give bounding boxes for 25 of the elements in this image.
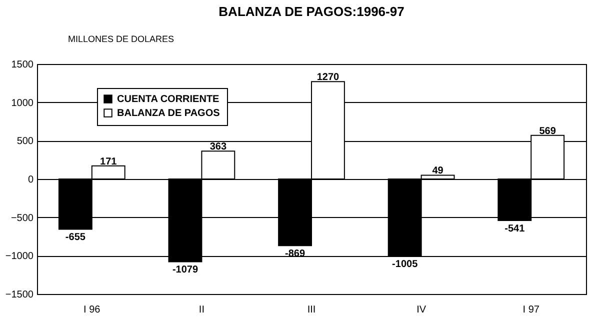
y-tick-label: −500 [10, 212, 34, 224]
y-tick-label: 1000 [11, 98, 34, 109]
y-tick-label: −1500 [5, 290, 34, 300]
data-label: 1270 [316, 72, 340, 84]
data-label: -541 [504, 223, 526, 234]
data-label: -1079 [172, 264, 198, 276]
data-label: 49 [432, 166, 444, 177]
y-tick-label: −1000 [5, 251, 34, 262]
y-tick-label: 0 [28, 174, 34, 186]
data-label: 171 [100, 156, 118, 168]
y-tick-label: 500 [16, 136, 34, 148]
data-label: -1005 [392, 259, 418, 270]
y-tick-label: 1500 [11, 60, 34, 70]
x-tick-label: III [307, 304, 316, 316]
legend-label: CUENTA CORRIENTE [117, 94, 220, 105]
chart-subtitle: MILLONES DE DOLARES [68, 34, 174, 44]
chart-title: BALANZA DE PAGOS:1996-97 [218, 4, 404, 19]
x-tick-label: II [198, 304, 204, 316]
x-tick-label: I 97 [522, 304, 540, 316]
x-tick-label: I 96 [84, 304, 101, 316]
x-tick-label: IV [416, 304, 426, 316]
data-label: -655 [65, 232, 86, 244]
legend-label: BALANZA DE PAGOS [117, 108, 220, 119]
data-label: 363 [210, 142, 227, 153]
data-label: 569 [539, 126, 556, 137]
